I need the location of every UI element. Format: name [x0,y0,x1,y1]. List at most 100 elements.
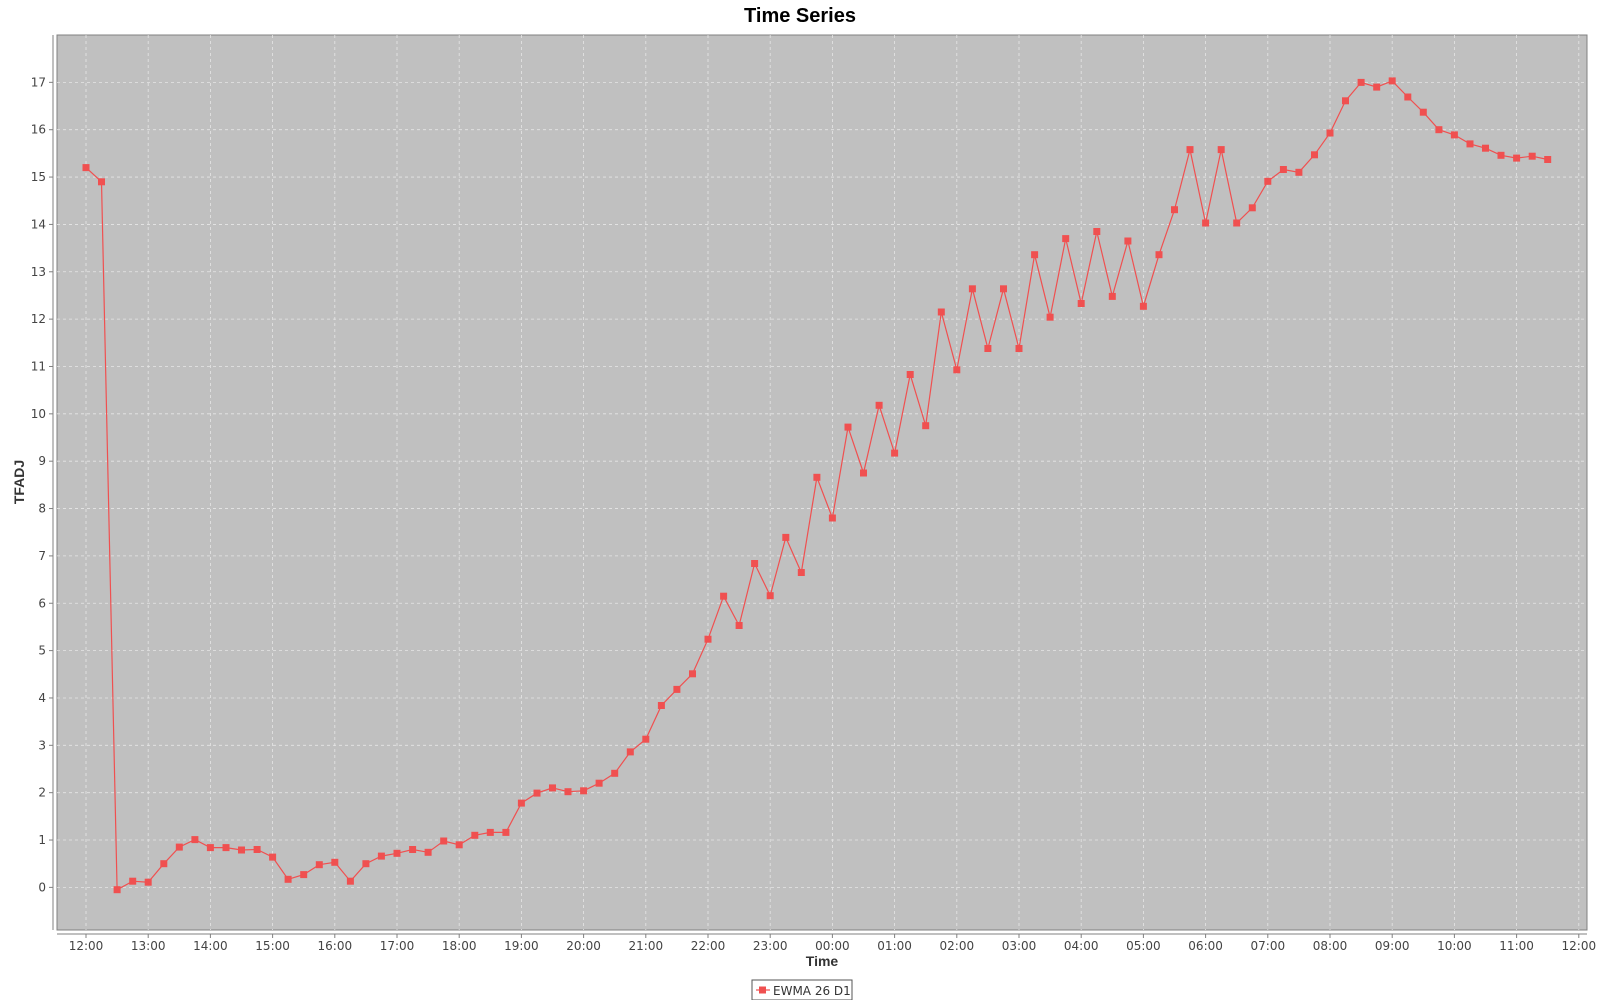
data-point [222,844,230,852]
data-point [517,799,525,807]
y-tick-label: 2 [38,786,46,800]
data-point [1031,251,1039,259]
data-point [922,422,930,430]
data-point [1450,131,1458,139]
data-point [1093,228,1101,235]
data-point [346,877,354,885]
data-point [238,846,245,854]
data-point [253,846,261,853]
data-point [1015,345,1023,352]
y-tick-label: 1 [38,833,46,847]
data-point [828,514,836,522]
data-point [1528,152,1536,160]
data-point [1171,206,1178,214]
x-tick-label: 18:00 [442,939,477,953]
data-point [689,670,696,678]
plot-background [56,34,1588,931]
x-tick-label: 11:00 [1499,939,1534,953]
data-point [611,769,619,777]
y-tick-label: 0 [38,880,46,894]
y-tick-label: 4 [38,691,46,705]
data-point [1186,146,1194,154]
data-point [129,877,137,885]
data-point [113,886,121,894]
y-tick-label: 12 [31,312,46,326]
data-point [549,784,556,792]
data-point [1000,285,1007,293]
y-tick-label: 14 [31,217,46,231]
data-point [580,787,588,795]
data-point [1202,219,1210,227]
data-point [1295,168,1303,176]
y-tick-label: 10 [31,407,46,421]
data-point [1544,156,1552,163]
data-point [937,308,945,316]
data-point [455,841,463,849]
data-point [984,345,992,352]
data-point [1155,251,1163,259]
data-point [1264,177,1272,185]
data-point [98,178,105,186]
data-point [953,366,961,374]
data-point [1108,292,1116,300]
data-point [564,788,572,796]
chart-title: Time Series [744,5,856,27]
x-tick-label: 12:00 [69,939,104,953]
x-tick-label: 15:00 [255,939,290,953]
y-tick-label: 11 [31,359,46,373]
data-point [1497,151,1505,159]
data-point [393,849,401,857]
data-point [1404,93,1412,101]
x-tick-label: 05:00 [1126,939,1161,953]
legend-label: EWMA 26 D1 [773,984,851,998]
grid-lines [57,35,1587,930]
x-tick-label: 13:00 [131,939,166,953]
data-point [1233,219,1241,227]
data-point [377,852,385,860]
data-point [720,592,728,600]
x-tick-label: 04:00 [1064,939,1099,953]
data-point [440,837,448,845]
data-point [751,560,759,567]
y-tick-label: 9 [38,454,46,468]
legend-marker-swatch [759,986,766,994]
data-point [626,748,634,756]
y-axis-label: TFADJ [11,460,27,504]
data-point [1248,204,1256,212]
x-tick-label: 16:00 [318,939,353,953]
data-point [704,635,712,643]
x-tick-label: 08:00 [1313,939,1348,953]
data-point [1342,97,1349,105]
x-tick-label: 07:00 [1251,939,1286,953]
y-tick-label: 17 [31,75,46,89]
data-point [860,469,867,477]
y-tick-label: 7 [38,549,46,563]
data-point [1139,302,1147,310]
data-point [642,735,650,743]
data-point [269,853,277,861]
x-axis-label: Time [806,953,839,969]
data-point [362,860,370,868]
data-point [284,875,292,883]
y-tick-label: 3 [38,738,46,752]
data-point [1357,78,1365,86]
data-point [82,164,90,172]
x-axis-ticks: 12:00 13:00 14:00 15:00 16:00 17:00 18:00 19:00… [69,934,1596,953]
data-point [1124,237,1132,245]
data-point [424,848,432,856]
legend-box [751,979,853,1000]
y-tick-label: 5 [38,644,46,658]
data-point [1482,144,1489,152]
data-point [673,685,681,693]
x-tick-label: 20:00 [566,939,601,953]
data-point [891,449,899,457]
x-tick-label: 12:00 [1562,939,1597,953]
data-point [1062,235,1070,243]
data-point [502,828,510,836]
series-ewma-26-d1 [82,77,1552,894]
data-point [1435,126,1443,134]
x-tick-label: 23:00 [753,939,788,953]
